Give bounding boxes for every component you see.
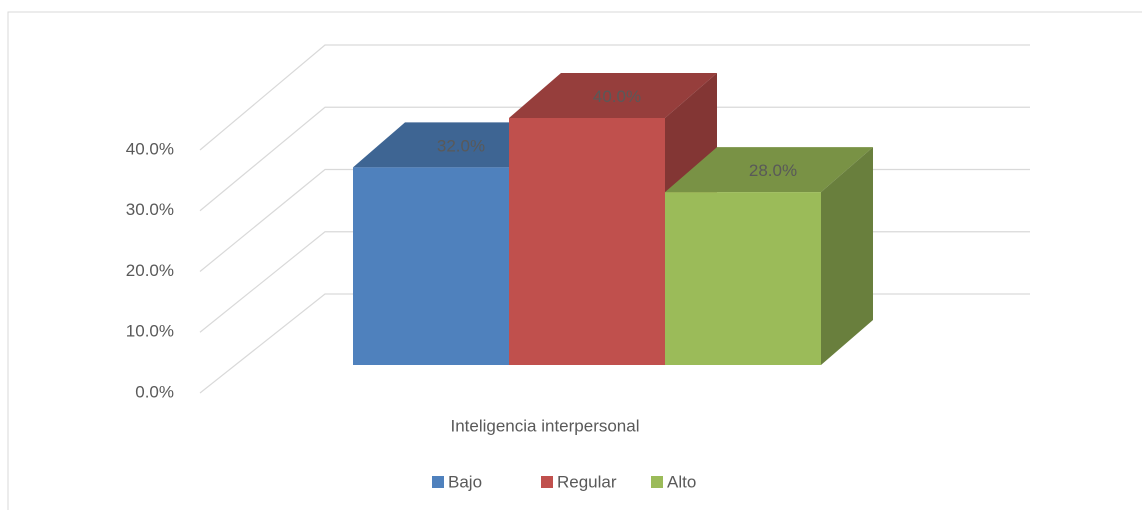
legend-swatch — [651, 476, 663, 488]
data-label: 28.0% — [749, 161, 797, 180]
bar — [353, 167, 509, 365]
y-tick-label: 40.0% — [126, 139, 174, 158]
x-tick-label: Inteligencia interpersonal — [450, 416, 639, 435]
bar-top — [509, 73, 717, 118]
y-tick-label: 0.0% — [135, 382, 174, 401]
data-label: 32.0% — [437, 136, 485, 155]
legend-label: Alto — [667, 472, 696, 491]
grid-line — [199, 106, 1030, 212]
bar-top — [665, 147, 873, 193]
bar — [665, 192, 821, 365]
y-tick-label: 30.0% — [126, 200, 174, 219]
legend-label: Regular — [557, 472, 617, 491]
bar-side — [821, 147, 873, 365]
y-tick-label: 20.0% — [126, 261, 174, 280]
legend-label: Bajo — [448, 472, 482, 491]
y-tick-label: 10.0% — [126, 322, 174, 341]
data-label: 40.0% — [593, 87, 641, 106]
grid-line — [199, 44, 1030, 151]
legend-swatch — [541, 476, 553, 488]
chart-border — [7, 11, 1142, 510]
bar — [509, 118, 665, 365]
legend-swatch — [432, 476, 444, 488]
